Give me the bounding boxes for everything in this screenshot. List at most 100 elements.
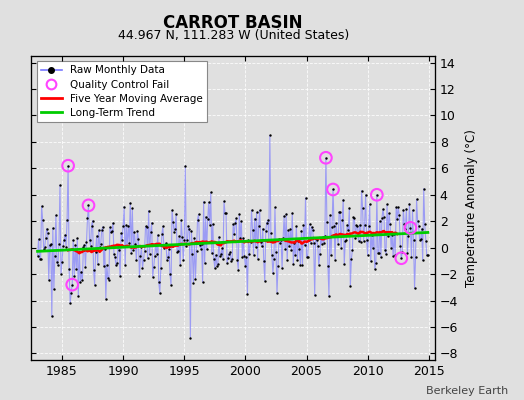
Point (353, 223, 362, 230)
Point (63, 216, 71, 223)
Point (143, 224, 151, 230)
Point (189, 280, 198, 286)
Point (343, 222, 352, 228)
Point (327, 252, 335, 259)
Point (55, 241, 63, 247)
Point (421, 237, 430, 244)
Point (265, 237, 273, 244)
Point (181, 162, 190, 169)
Point (75, 248, 83, 255)
Point (243, 290, 252, 297)
Point (162, 240, 170, 246)
Point (74, 293, 82, 299)
Point (105, 276, 113, 283)
Point (407, 254, 416, 260)
Point (144, 255, 152, 262)
Point (228, 256, 236, 262)
Point (123, 243, 132, 250)
Point (211, 265, 219, 272)
Point (416, 237, 424, 244)
Point (299, 222, 308, 229)
Point (93, 261, 102, 268)
Point (333, 232, 341, 239)
Point (191, 276, 200, 282)
Point (314, 262, 323, 268)
Point (393, 215, 401, 222)
Point (180, 237, 189, 244)
Point (128, 205, 137, 212)
Point (357, 188, 366, 194)
Point (410, 285, 419, 292)
Point (302, 254, 311, 260)
Point (285, 243, 293, 249)
Point (186, 334, 194, 341)
Point (367, 232, 376, 238)
Point (112, 262, 120, 268)
Point (218, 245, 226, 252)
Point (342, 236, 351, 243)
Point (206, 189, 215, 196)
Point (411, 254, 420, 260)
Point (255, 223, 263, 229)
Point (190, 235, 199, 241)
Point (184, 223, 192, 230)
Point (308, 223, 316, 230)
Point (242, 254, 250, 260)
Point (125, 240, 134, 246)
Point (237, 218, 246, 224)
Point (269, 270, 277, 276)
Point (46, 242, 54, 248)
Point (422, 252, 431, 258)
Point (101, 245, 109, 252)
Point (264, 217, 272, 224)
Point (160, 244, 168, 251)
Point (132, 257, 140, 264)
Point (271, 204, 279, 211)
Point (68, 282, 77, 288)
Point (43, 230, 52, 236)
Point (48, 313, 56, 320)
Point (406, 225, 414, 231)
Point (69, 236, 78, 243)
Point (222, 210, 230, 216)
Point (276, 240, 284, 246)
Point (325, 293, 333, 299)
Point (323, 219, 331, 225)
Point (376, 218, 384, 224)
Point (73, 235, 82, 242)
Point (239, 235, 247, 242)
Point (193, 216, 202, 223)
Point (332, 220, 340, 226)
Point (350, 215, 358, 222)
Point (423, 252, 432, 258)
Point (311, 235, 320, 242)
Point (293, 257, 301, 264)
Point (40, 244, 49, 250)
Point (83, 215, 92, 222)
Point (148, 274, 157, 280)
Point (219, 255, 227, 262)
Point (384, 232, 392, 239)
Point (383, 201, 391, 208)
Point (155, 279, 163, 286)
Point (338, 217, 346, 224)
Point (86, 242, 95, 249)
Point (252, 244, 260, 250)
Point (236, 235, 245, 241)
Point (172, 210, 180, 217)
Point (368, 245, 377, 252)
Point (138, 265, 147, 271)
Point (64, 162, 72, 169)
Point (169, 219, 177, 225)
Point (358, 204, 367, 211)
Point (41, 235, 50, 241)
Point (238, 254, 246, 261)
Point (59, 242, 67, 249)
Point (194, 211, 203, 218)
Point (250, 215, 259, 222)
Point (210, 256, 218, 262)
Point (182, 243, 191, 250)
Point (234, 266, 243, 273)
Point (34, 252, 42, 259)
Point (404, 232, 412, 239)
